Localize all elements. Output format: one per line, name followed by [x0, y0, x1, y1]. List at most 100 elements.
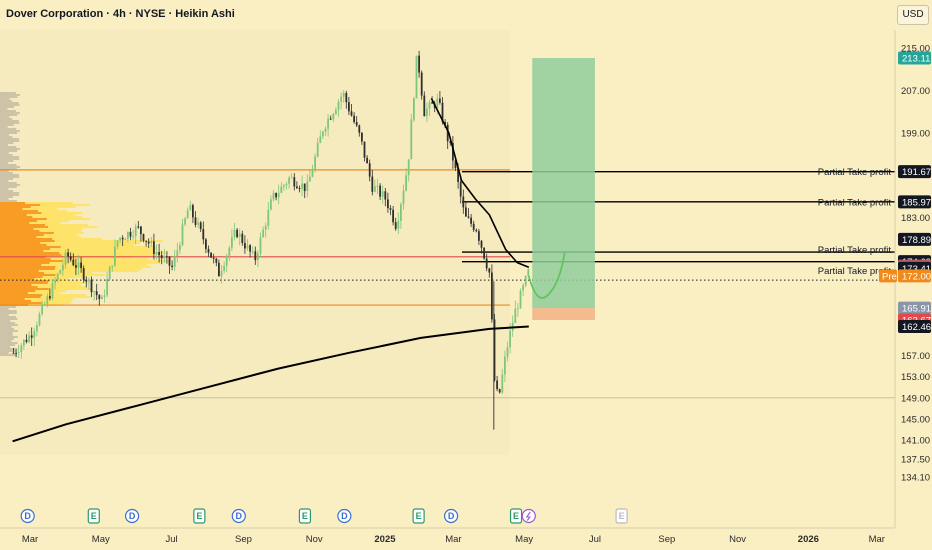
candle-body [75, 265, 77, 268]
candle-body [387, 199, 389, 209]
candle-body [202, 229, 205, 240]
volume-profile-bar [0, 216, 33, 218]
candle-body [43, 304, 46, 306]
earnings-marker[interactable]: E [509, 508, 523, 524]
price-tag-value: 185.97 [902, 197, 931, 208]
candle-body [134, 226, 137, 237]
candle-body [501, 374, 504, 393]
volume-profile-bar [0, 136, 13, 138]
volume-profile-bar [0, 286, 87, 288]
dividend-marker[interactable]: D [337, 508, 352, 524]
candle-body [56, 273, 59, 281]
currency-button[interactable]: USD [897, 5, 929, 25]
time-tick-label: Mar [445, 534, 461, 545]
candle-body [353, 115, 355, 122]
candle-body [493, 319, 496, 381]
price-tag [898, 301, 931, 315]
time-tick-label: Sep [235, 534, 252, 545]
candle-body [28, 335, 30, 342]
volume-profile-bar [0, 112, 20, 114]
volume-profile-bar [0, 320, 11, 322]
volume-profile-bar [0, 226, 98, 228]
earnings-glyph: E [302, 511, 308, 521]
volume-profile-bar [0, 274, 56, 276]
take-profit-label: Partial Take profit [818, 266, 892, 277]
volume-profile-bar [0, 316, 16, 318]
candle-body [309, 176, 311, 182]
volume-profile-bar [0, 142, 14, 144]
volume-profile-bar [0, 116, 10, 118]
volume-profile-bar [0, 352, 9, 354]
volume-profile-bar [0, 194, 20, 196]
candle-body [407, 159, 410, 176]
dividend-marker[interactable]: D [124, 508, 140, 524]
candle-body [303, 183, 306, 191]
candle-body [415, 55, 418, 99]
dividend-marker[interactable]: D [231, 508, 246, 524]
volume-profile-bar [0, 154, 13, 156]
candle-body [264, 225, 267, 230]
price-tag-value: 172.00 [902, 271, 931, 282]
candle-body [199, 222, 202, 230]
candle-body [472, 223, 475, 230]
candle-body [400, 204, 402, 221]
candle-body [444, 121, 446, 125]
split-marker[interactable] [521, 508, 536, 524]
candle-body [106, 279, 108, 296]
candle-body [41, 304, 43, 314]
candle-body [90, 279, 93, 293]
volume-profile-bar [0, 284, 32, 286]
candle-body [465, 207, 467, 217]
volume-profile-bar [0, 348, 18, 350]
earnings-icon [87, 508, 100, 524]
earnings-marker[interactable]: E [615, 508, 628, 524]
candle-body [114, 246, 116, 266]
volume-profile-bar [0, 200, 17, 202]
dividend-marker[interactable]: D [20, 508, 35, 524]
candle-body [257, 253, 259, 261]
volume-profile-bar [0, 232, 54, 234]
dividend-marker[interactable]: D [443, 508, 459, 524]
candle-body [329, 118, 332, 120]
candle-body [272, 192, 275, 200]
price-tag-value: 213.11 [902, 54, 930, 65]
candle-body [205, 239, 207, 249]
volume-profile-bar [0, 330, 18, 332]
volume-profile-bar [0, 230, 40, 232]
candle-body [392, 209, 394, 223]
candle-body [316, 142, 319, 157]
volume-profile-bar [0, 164, 17, 166]
candle-body [108, 267, 111, 280]
dividend-glyph: D [341, 511, 348, 521]
volume-profile-bar [0, 292, 61, 294]
price-tick-label: 134.10 [901, 472, 930, 483]
candle-body [491, 272, 493, 320]
volume-profile-bar [0, 214, 76, 216]
candle-body [116, 240, 119, 247]
earnings-marker[interactable]: E [412, 508, 425, 524]
volume-profile-bar [0, 118, 13, 120]
volume-profile-bar [0, 268, 55, 270]
volume-profile-bar [0, 222, 61, 224]
volume-profile-bar [0, 262, 50, 264]
price-axis-bg [895, 30, 932, 535]
candle-body [322, 131, 324, 137]
volume-profile-bar [0, 322, 16, 324]
volume-profile-bar [0, 208, 23, 210]
earnings-marker[interactable]: E [193, 508, 206, 524]
candle-body [384, 191, 387, 200]
earnings-marker[interactable]: E [298, 508, 312, 524]
volume-profile-bar [0, 148, 20, 150]
earnings-icon [412, 508, 425, 524]
candle-body [381, 191, 384, 197]
earnings-marker[interactable]: E [87, 508, 100, 524]
candle-body [33, 331, 36, 338]
volume-profile-bar [0, 236, 37, 238]
volume-profile-bar [0, 324, 18, 326]
volume-profile-bar [0, 102, 19, 104]
candle-body [436, 98, 439, 108]
volume-profile-bar [0, 202, 73, 204]
volume-profile-bar [0, 270, 139, 272]
candle-body [298, 188, 301, 190]
